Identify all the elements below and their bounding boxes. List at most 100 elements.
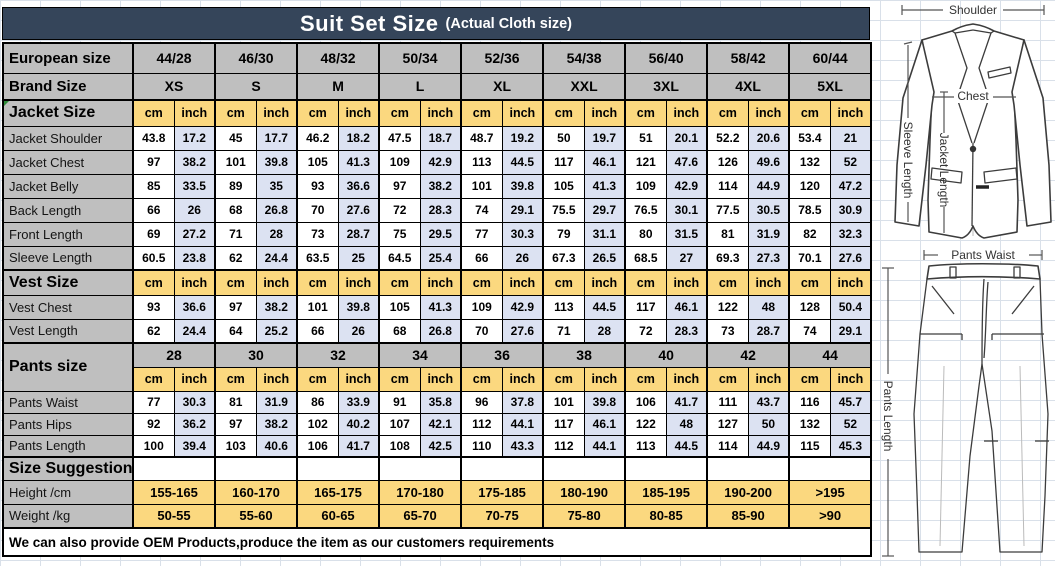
- cm-value-cell: 62: [214, 245, 257, 271]
- cm-value-cell: 72: [378, 197, 421, 223]
- inch-value-cell: 44.9: [747, 434, 790, 458]
- chest-dimension-label: Chest: [957, 89, 989, 103]
- inch-value-cell: 23.8: [173, 245, 216, 271]
- cm-value-cell: 91: [378, 390, 421, 414]
- inch-value-cell: 38.2: [419, 173, 462, 199]
- unit-inch-header: inch: [337, 99, 380, 127]
- cm-value-cell: 89: [214, 173, 257, 199]
- row-label: Vest Chest: [2, 294, 134, 320]
- weight-range-cell: 75-80: [542, 503, 626, 529]
- inch-value-cell: 27.6: [337, 197, 380, 223]
- row-label-vest-size: Vest Size: [2, 269, 134, 296]
- cm-value-cell: 106: [296, 434, 339, 458]
- cm-value-cell: 78.5: [788, 197, 831, 223]
- height-range-cell: 190-200: [706, 479, 790, 505]
- unit-inch-header: inch: [665, 269, 708, 296]
- cm-value-cell: 93: [296, 173, 339, 199]
- cm-value-cell: 60.5: [132, 245, 175, 271]
- cm-value-cell: 112: [542, 434, 585, 458]
- cm-value-cell: 97: [132, 149, 175, 175]
- inch-value-cell: 40.6: [255, 434, 298, 458]
- unit-inch-header: inch: [747, 99, 790, 127]
- inch-value-cell: 47.2: [829, 173, 872, 199]
- cm-value-cell: 53.4: [788, 125, 831, 151]
- suggestion-empty-cell: [131, 456, 216, 481]
- inch-value-cell: 26: [173, 197, 216, 223]
- cm-value-cell: 109: [624, 173, 667, 199]
- european-size-cell: 58/42: [706, 42, 790, 74]
- cm-value-cell: 120: [788, 173, 831, 199]
- european-size-cell: 60/44: [788, 42, 872, 74]
- inch-value-cell: 27.2: [173, 221, 216, 247]
- cm-value-cell: 82: [788, 221, 831, 247]
- unit-cm-header: cm: [296, 366, 339, 392]
- height-range-cell: 185-195: [624, 479, 708, 505]
- inch-value-cell: 46.1: [583, 412, 626, 436]
- inch-value-cell: 41.3: [583, 173, 626, 199]
- pants-size-cell: 30: [214, 342, 298, 368]
- inch-value-cell: 17.7: [255, 125, 298, 151]
- brand-size-cell: 5XL: [788, 72, 872, 101]
- weight-range-cell: 70-75: [460, 503, 544, 529]
- suggestion-empty-cell: [460, 456, 544, 481]
- cm-value-cell: 70: [296, 197, 339, 223]
- weight-range-cell: 80-85: [624, 503, 708, 529]
- cm-value-cell: 105: [378, 294, 421, 320]
- unit-inch-header: inch: [173, 366, 216, 392]
- height-range-cell: >195: [788, 479, 872, 505]
- inch-value-cell: 38.2: [255, 412, 298, 436]
- cm-value-cell: 117: [624, 294, 667, 320]
- unit-inch-header: inch: [255, 99, 298, 127]
- cm-value-cell: 101: [460, 173, 503, 199]
- row-label-brand-size: Brand Size: [2, 72, 134, 101]
- unit-inch-header: inch: [501, 269, 544, 296]
- row-label-jacket-size: Jacket Size: [2, 99, 134, 127]
- unit-cm-header: cm: [706, 99, 749, 127]
- european-size-cell: 46/30: [214, 42, 298, 74]
- cm-value-cell: 97: [214, 412, 257, 436]
- unit-inch-header: inch: [829, 366, 872, 392]
- inch-value-cell: 29.7: [583, 197, 626, 223]
- inch-value-cell: 39.8: [501, 173, 544, 199]
- unit-cm-header: cm: [542, 366, 585, 392]
- unit-cm-header: cm: [132, 99, 175, 127]
- inch-value-cell: 44.5: [665, 434, 708, 458]
- row-label: Vest Length: [2, 318, 134, 344]
- cm-value-cell: 66: [132, 197, 175, 223]
- row-label: Jacket Belly: [2, 173, 134, 199]
- inch-value-cell: 43.3: [501, 434, 544, 458]
- brand-size-cell: M: [296, 72, 380, 101]
- cm-value-cell: 97: [214, 294, 257, 320]
- european-size-cell: 56/40: [624, 42, 708, 74]
- inch-value-cell: 25.4: [419, 245, 462, 271]
- european-size-cell: 52/36: [460, 42, 544, 74]
- cm-value-cell: 92: [132, 412, 175, 436]
- cm-value-cell: 64: [214, 318, 257, 344]
- cm-value-cell: 46.2: [296, 125, 339, 151]
- cm-value-cell: 52.2: [706, 125, 749, 151]
- cm-value-cell: 79: [542, 221, 585, 247]
- unit-cm-header: cm: [706, 269, 749, 296]
- inch-value-cell: 31.9: [255, 390, 298, 414]
- cm-value-cell: 115: [788, 434, 831, 458]
- cm-value-cell: 109: [378, 149, 421, 175]
- pants-size-cell: 38: [542, 342, 626, 368]
- pants-diagram: Pants Waist Pants Length: [881, 248, 1049, 557]
- cm-value-cell: 113: [624, 434, 667, 458]
- inch-value-cell: 30.9: [829, 197, 872, 223]
- cm-value-cell: 69.3: [706, 245, 749, 271]
- weight-range-cell: >90: [788, 503, 872, 529]
- unit-inch-header: inch: [829, 99, 872, 127]
- inch-value-cell: 36.6: [173, 294, 216, 320]
- inch-value-cell: 29.1: [501, 197, 544, 223]
- inch-value-cell: 31.1: [583, 221, 626, 247]
- row-label: Pants Waist: [2, 390, 134, 414]
- inch-value-cell: 18.2: [337, 125, 380, 151]
- inch-value-cell: 44.5: [583, 294, 626, 320]
- unit-inch-header: inch: [501, 366, 544, 392]
- unit-cm-header: cm: [132, 269, 175, 296]
- unit-inch-header: inch: [665, 366, 708, 392]
- inch-value-cell: 30.1: [665, 197, 708, 223]
- unit-inch-header: inch: [583, 366, 626, 392]
- weight-range-cell: 55-60: [214, 503, 298, 529]
